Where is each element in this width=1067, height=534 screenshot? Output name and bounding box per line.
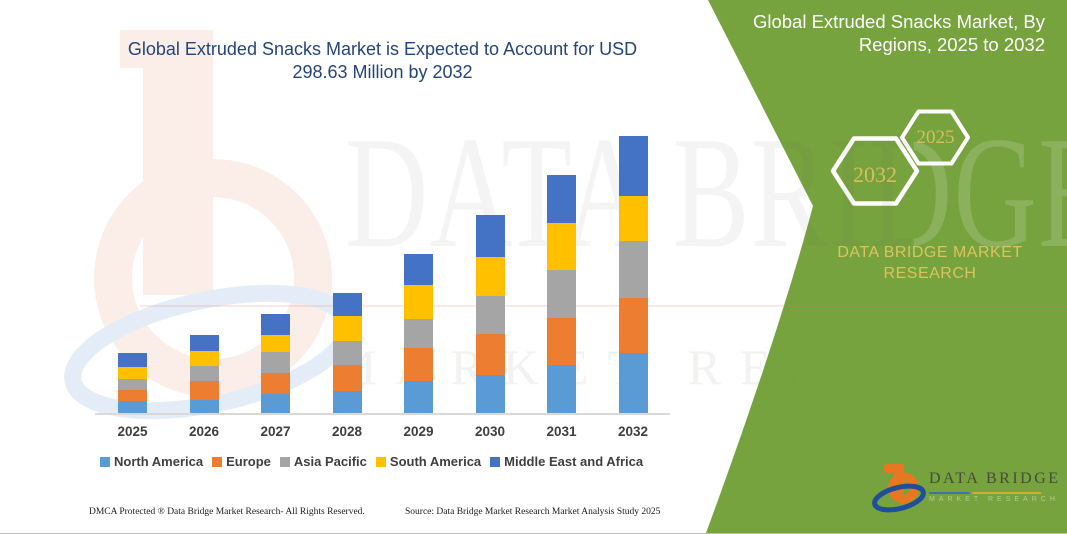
bar-segment-asia-pacific (547, 270, 576, 319)
legend-label: Middle East and Africa (504, 454, 644, 469)
side-panel-title-line1: Global Extruded Snacks Market, By (752, 11, 1045, 32)
legend-item-asia-pacific: Asia Pacific (279, 454, 367, 469)
bar-segment-south-america (332, 316, 362, 342)
legend-swatch-icon (100, 456, 110, 467)
x-axis-labels: 2025 2026 2027 2028 2029 2030 2031 2032 (0, 424, 1067, 442)
legend-swatch-icon (212, 456, 223, 467)
bar-segment-europe (547, 318, 576, 366)
legend-item-north-america: North America (100, 454, 203, 469)
legend-swatch-icon (375, 456, 386, 467)
hexagon-2025-icon (900, 109, 970, 166)
bar-segment-asia-pacific (261, 352, 290, 374)
hexagon-2032-label: 2032 (853, 162, 897, 187)
bar-segment-europe (475, 334, 505, 375)
stacked-bar-2025 (118, 353, 147, 413)
bar-segment-south-america (475, 257, 505, 296)
x-axis-tick-label: 2032 (617, 424, 649, 439)
side-panel-title: Global Extruded Snacks Market, By Region… (730, 10, 1045, 56)
brand-caption-line1: DATA BRIDGE MARKET (837, 244, 1023, 261)
bar-segment-asia-pacific (118, 378, 147, 391)
bar-segment-asia-pacific (475, 295, 505, 334)
stacked-bar-2031 (547, 175, 576, 413)
bar-segment-europe (189, 381, 219, 401)
bar-segment-europe (261, 373, 290, 394)
bar-segment-north-america (118, 401, 147, 413)
data-bridge-logo-subtitle: MARKET RESEARCH (929, 496, 1059, 503)
x-axis-tick-label: 2025 (117, 424, 148, 439)
x-axis-tick-label: 2031 (546, 424, 577, 439)
bar-segment-north-america (261, 394, 290, 413)
bar-segment-middle-east-and-africa (404, 254, 433, 286)
bar-segment-south-america (547, 223, 576, 271)
chart-title-line1: Global Extruded Snacks Market is Expecte… (127, 39, 638, 59)
stacked-bar-2032 (618, 136, 648, 413)
stacked-bar-2027 (261, 314, 290, 413)
watermark-red-line (140, 305, 1067, 307)
legend: North America Europe Asia Pacific South Ame… (100, 454, 675, 469)
bar-segment-south-america (618, 196, 648, 242)
bar-segment-middle-east-and-africa (118, 353, 147, 368)
stacked-bar-2028 (332, 293, 362, 413)
chart-title: Global Extruded Snacks Market is Expecte… (95, 38, 670, 84)
legend-item-south-america: South America (375, 454, 482, 469)
bar-segment-europe (618, 298, 648, 353)
x-axis-tick-label: 2030 (474, 424, 506, 439)
x-axis-tick-label: 2029 (403, 424, 434, 439)
bar-segment-middle-east-and-africa (332, 293, 362, 317)
bar-segment-middle-east-and-africa (547, 175, 576, 224)
bar-segment-north-america (332, 391, 362, 413)
legend-label: Europe (226, 454, 271, 469)
legend-item-middle-east-and-africa: Middle East and Africa (490, 454, 643, 469)
bar-segment-asia-pacific (332, 341, 362, 366)
footer-copyright: DMCA Protected ® Data Bridge Market Rese… (89, 507, 365, 517)
bar-segment-north-america (189, 400, 219, 413)
bar-segment-middle-east-and-africa (475, 215, 505, 258)
side-panel-title-line2: Regions, 2025 to 2032 (858, 34, 1045, 55)
brand-caption-line2: RESEARCH (883, 265, 977, 282)
stacked-bar-2026 (189, 335, 219, 413)
bar-segment-north-america (475, 374, 505, 413)
data-bridge-logo-name: DATA BRIDGE (929, 470, 1061, 487)
hexagon-2025-label: 2025 (916, 127, 955, 148)
bar-segment-europe (118, 390, 147, 402)
bar-segment-asia-pacific (618, 241, 648, 298)
bar-segment-north-america (618, 353, 648, 413)
stacked-bar-2029 (404, 254, 433, 413)
legend-swatch-icon (490, 456, 501, 467)
bar-segment-europe (332, 365, 362, 392)
brand-caption: DATA BRIDGE MARKET RESEARCH (810, 242, 1050, 284)
legend-item-europe: Europe (212, 454, 271, 469)
bar-segment-north-america (404, 381, 433, 413)
legend-label: South America (389, 454, 482, 469)
stacked-bar-2030 (475, 215, 505, 413)
legend-label: Asia Pacific (293, 454, 367, 469)
data-bridge-logo-icon (872, 464, 926, 513)
bar-segment-north-america (547, 365, 576, 413)
bar-segment-south-america (189, 350, 219, 366)
bar-segment-middle-east-and-africa (189, 335, 219, 351)
bar-segment-asia-pacific (404, 318, 433, 348)
x-axis-tick-label: 2028 (331, 424, 363, 439)
legend-swatch-icon (279, 456, 290, 467)
x-axis-tick-label: 2026 (188, 424, 220, 439)
logo-underline (929, 492, 1041, 494)
x-axis-tick-label: 2027 (260, 424, 291, 439)
bar-segment-europe (404, 347, 433, 381)
bar-segment-asia-pacific (189, 366, 219, 382)
bar-segment-south-america (261, 335, 290, 353)
bar-segment-south-america (404, 285, 433, 319)
footer-source: Source: Data Bridge Market Research Mark… (405, 507, 661, 517)
bar-segment-middle-east-and-africa (261, 314, 290, 336)
plot-area (95, 120, 670, 415)
bar-segment-middle-east-and-africa (618, 136, 648, 197)
hexagon-2032-icon (830, 136, 920, 206)
bar-segment-south-america (118, 367, 147, 379)
chart-title-line2: 298.63 Million by 2032 (292, 62, 473, 82)
legend-label: North America (114, 454, 204, 469)
